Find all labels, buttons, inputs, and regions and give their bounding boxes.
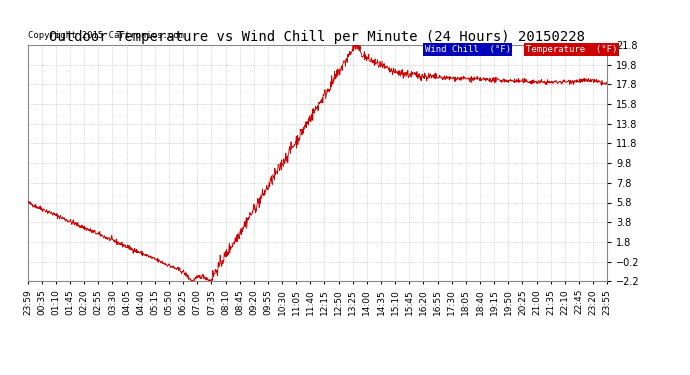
- Title: Outdoor Temperature vs Wind Chill per Minute (24 Hours) 20150228: Outdoor Temperature vs Wind Chill per Mi…: [50, 30, 585, 44]
- Text: Wind Chill  (°F): Wind Chill (°F): [424, 45, 511, 54]
- Text: Copyright 2015 Cartronics.com: Copyright 2015 Cartronics.com: [28, 31, 184, 40]
- Text: Temperature  (°F): Temperature (°F): [526, 45, 618, 54]
